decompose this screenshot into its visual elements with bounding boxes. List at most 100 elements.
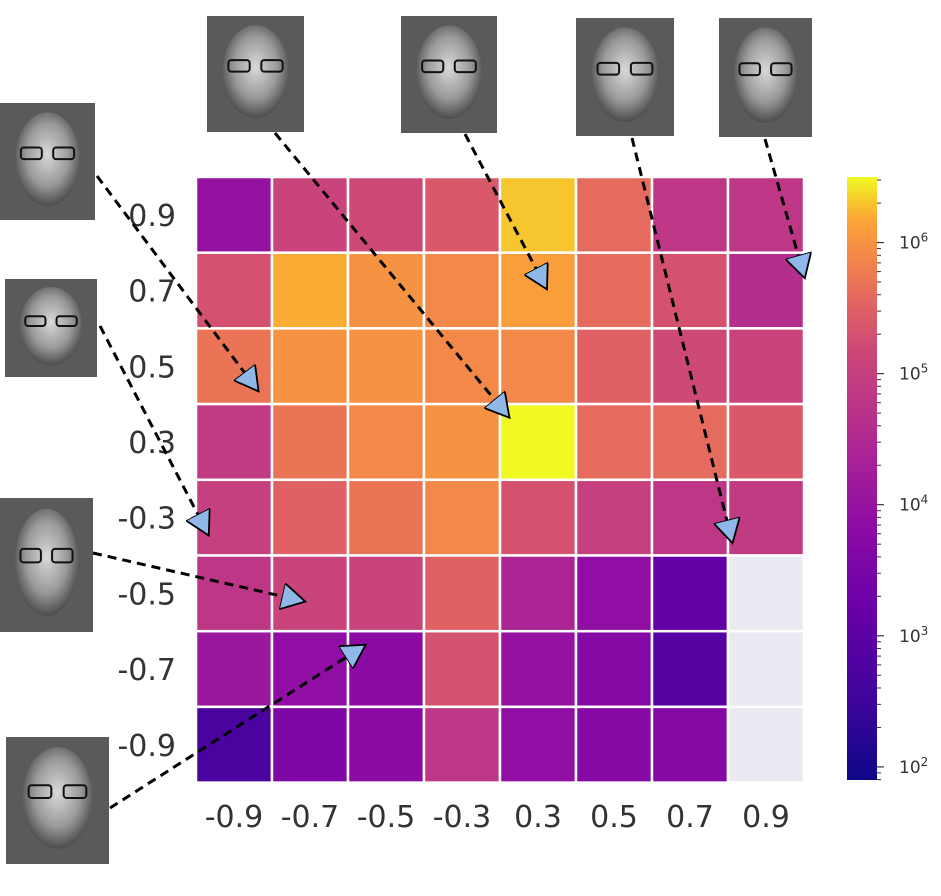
glasses-icon xyxy=(770,62,793,77)
x-tick-label: 0.9 xyxy=(742,800,790,835)
heatmap-cell xyxy=(270,175,350,254)
face-thumbnails xyxy=(0,16,812,864)
glasses-icon xyxy=(24,315,47,328)
annotation-arrow xyxy=(630,137,732,540)
heatmap-cell xyxy=(422,402,502,482)
heatmap-cell xyxy=(270,554,350,633)
heatmap-cell xyxy=(422,175,502,254)
heatmap-cell xyxy=(574,327,654,406)
heatmap-cell xyxy=(194,175,274,254)
heatmap-cell xyxy=(422,705,502,784)
colorbar: 102 103 104 105 106 xyxy=(847,177,928,781)
annotation-arrow xyxy=(92,551,302,601)
face-silhouette xyxy=(22,747,93,849)
annotation-arrow xyxy=(98,325,207,533)
heatmap-cell xyxy=(346,251,426,330)
heatmap-cell xyxy=(726,175,806,254)
colorbar-tick-label: 105 xyxy=(899,362,928,385)
x-tick-label: 0.3 xyxy=(514,800,562,835)
heatmap-cell xyxy=(422,478,502,557)
face-annotation-7 xyxy=(0,498,93,632)
heatmap-cell xyxy=(194,478,274,557)
heatmap-cell xyxy=(574,629,654,709)
heatmap-cell xyxy=(574,705,654,784)
colorbar-tick-label: 104 xyxy=(899,493,928,516)
heatmap-cell xyxy=(574,402,654,482)
heatmap-cell xyxy=(422,629,502,709)
y-tick-labels: 0.90.70.50.3-0.3-0.5-0.7-0.9 xyxy=(117,199,176,764)
annotation-arrow xyxy=(463,133,546,287)
glasses-icon xyxy=(62,784,88,799)
glasses-icon xyxy=(55,315,78,328)
heatmap-cell xyxy=(726,402,806,482)
heatmap-cell xyxy=(650,629,730,709)
colorbar-ticks: 102 103 104 105 106 xyxy=(877,179,928,781)
heatmap-cell xyxy=(574,554,654,633)
heatmap-cell xyxy=(270,251,350,330)
heatmap-cell xyxy=(194,705,274,784)
glasses-icon xyxy=(19,146,43,161)
glasses-icon xyxy=(260,59,284,73)
glasses-icon xyxy=(738,62,761,77)
heatmap-cell xyxy=(346,402,426,482)
face-annotation-6 xyxy=(5,279,97,377)
heatmap-cell xyxy=(498,629,578,709)
glasses-icon xyxy=(596,61,621,76)
annotation-arrows xyxy=(92,132,804,810)
heatmap-cell xyxy=(650,478,730,557)
glasses-icon xyxy=(629,61,654,76)
colorbar-gradient xyxy=(847,177,877,780)
heatmap-cell xyxy=(498,402,578,482)
heatmap-cell xyxy=(650,705,730,784)
heatmap-cell xyxy=(726,705,806,784)
glasses-icon xyxy=(19,547,42,564)
heatmap-cell xyxy=(726,629,806,709)
heatmap-cell xyxy=(346,175,426,254)
face-silhouette xyxy=(416,25,482,119)
heatmap-cell xyxy=(194,554,274,633)
heatmap-cell xyxy=(346,327,426,406)
colorbar-tick-label: 102 xyxy=(899,755,928,778)
face-annotation-3 xyxy=(401,16,497,133)
glasses-icon xyxy=(421,59,445,74)
glasses-icon xyxy=(52,146,76,161)
face-silhouette xyxy=(222,25,289,119)
heatmap-cell xyxy=(346,554,426,633)
face-silhouette xyxy=(15,112,80,206)
x-tick-label: 0.5 xyxy=(590,800,638,835)
heatmap-cell xyxy=(574,175,654,254)
annotation-arrow xyxy=(273,132,508,415)
face-silhouette xyxy=(733,27,798,123)
heatmap-cell xyxy=(422,554,502,633)
face-silhouette xyxy=(14,508,79,616)
heatmap-cell xyxy=(346,629,426,709)
annotation-arrow xyxy=(763,138,804,275)
heatmap-cell xyxy=(194,629,274,709)
heatmap-cell xyxy=(270,629,350,709)
glasses-icon xyxy=(453,59,477,74)
heatmap-cell xyxy=(726,327,806,406)
y-tick-label: -0.5 xyxy=(117,577,176,612)
heatmap-cell xyxy=(650,554,730,633)
heatmap-cell xyxy=(498,478,578,557)
heatmap-cell xyxy=(270,478,350,557)
heatmap-cell xyxy=(270,402,350,482)
heatmap-cell xyxy=(194,327,274,406)
face-annotation-1 xyxy=(0,103,95,220)
x-tick-label: -0.3 xyxy=(433,800,492,835)
heatmap-cell xyxy=(650,402,730,482)
heatmap-cell xyxy=(726,251,806,330)
heatmap-cell xyxy=(574,478,654,557)
heatmap-cell xyxy=(498,327,578,406)
face-annotation-2 xyxy=(207,16,304,132)
y-tick-label: 0.3 xyxy=(128,426,176,461)
face-annotation-8 xyxy=(6,737,109,864)
x-tick-labels: -0.9 -0.7 -0.5 -0.3 0.3 0.5 0.7 0.9 xyxy=(205,800,790,835)
x-tick-label: 0.7 xyxy=(666,800,714,835)
annotation-arrow xyxy=(109,646,363,810)
colorbar-tick-label: 106 xyxy=(899,231,928,254)
glasses-icon xyxy=(27,784,53,799)
heatmap-cell xyxy=(498,175,578,254)
x-tick-label: -0.7 xyxy=(281,800,340,835)
